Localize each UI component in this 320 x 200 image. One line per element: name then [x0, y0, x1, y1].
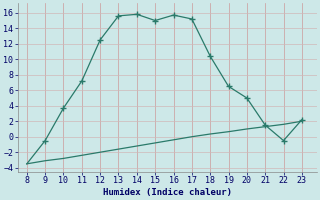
X-axis label: Humidex (Indice chaleur): Humidex (Indice chaleur) — [103, 188, 232, 197]
